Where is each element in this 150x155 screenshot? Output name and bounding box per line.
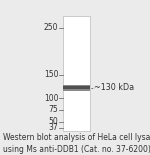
Text: 150: 150	[44, 70, 58, 79]
Text: 50: 50	[49, 117, 58, 126]
Text: 75: 75	[49, 105, 58, 114]
Bar	[63, 85, 90, 91]
Bar	[63, 86, 90, 89]
Text: 250: 250	[44, 23, 58, 33]
Bar	[63, 16, 90, 131]
Text: Western blot analysis of HeLa cell lysates
using Ms anti-DDB1 (Cat. no. 37-6200): Western blot analysis of HeLa cell lysat…	[3, 133, 150, 154]
Text: 100: 100	[44, 94, 58, 103]
Text: ~130 kDa: ~130 kDa	[94, 83, 135, 92]
Text: 37: 37	[49, 123, 58, 132]
